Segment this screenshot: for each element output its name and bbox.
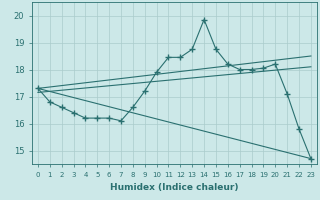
- X-axis label: Humidex (Indice chaleur): Humidex (Indice chaleur): [110, 183, 239, 192]
